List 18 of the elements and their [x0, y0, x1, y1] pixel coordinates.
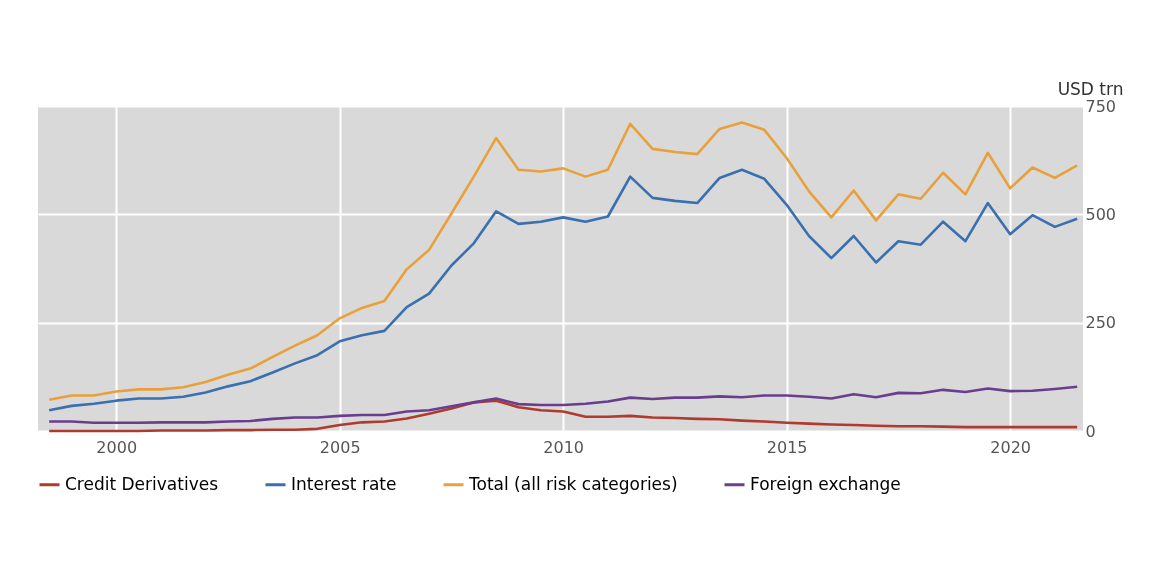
y-axis-title: USD trn	[1057, 78, 1124, 99]
y-tick-label: 750	[1085, 96, 1117, 116]
x-tick-label: 2015	[766, 437, 808, 457]
x-tick-label: 2000	[96, 437, 138, 457]
line-series	[47, 121, 1079, 402]
y-tick-label: 500	[1085, 204, 1117, 224]
x-tick-label: 2005	[319, 437, 361, 457]
line-series	[47, 385, 1079, 425]
line-series	[47, 399, 1079, 433]
x-tick-label: 2020	[990, 437, 1031, 457]
legend-label: Credit Derivatives	[65, 473, 219, 494]
y-tick-label: 0	[1085, 421, 1096, 441]
legend-label: Interest rate	[291, 473, 397, 494]
line-series	[47, 168, 1079, 412]
x-tick-label: 2010	[543, 437, 585, 457]
legend-label: Total (all risk categories)	[468, 473, 678, 494]
y-tick-label: 250	[1085, 313, 1117, 333]
legend-label: Foreign exchange	[750, 473, 901, 494]
